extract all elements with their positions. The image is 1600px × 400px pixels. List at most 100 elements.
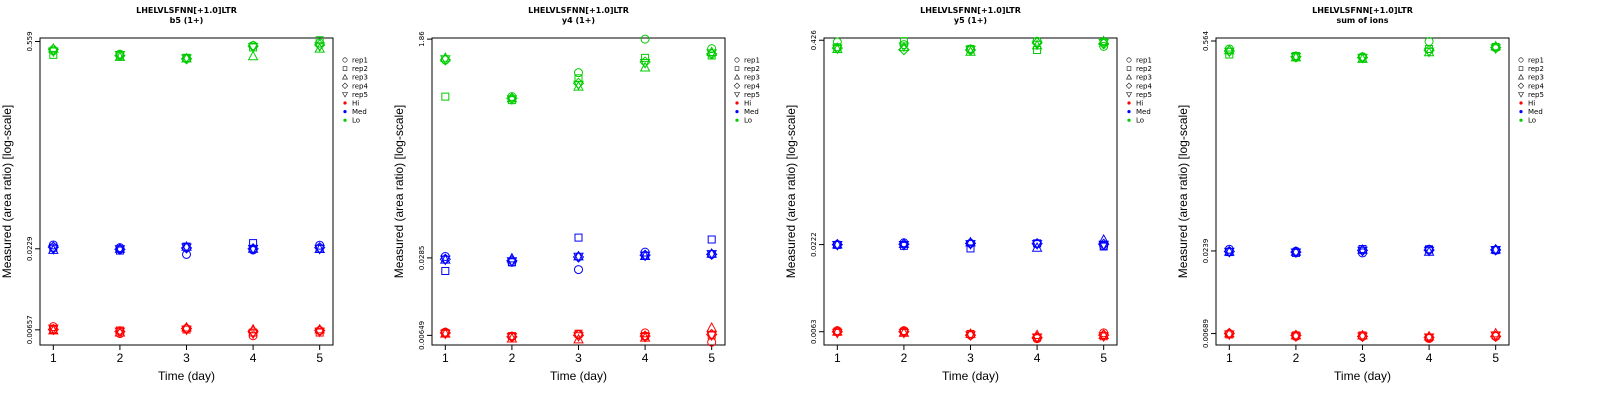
data-point-lo-rep5 — [1098, 38, 1110, 49]
data-point-lo-rep3 — [181, 52, 192, 63]
data-point-hi-rep3 — [1098, 329, 1110, 340]
data-point-med-rep5 — [898, 241, 910, 251]
legend-label-rep2: rep2 — [1136, 65, 1152, 73]
data-point-lo-rep5 — [506, 95, 518, 106]
legend-marker-rep4 — [341, 82, 349, 89]
legend-marker-rep1 — [342, 57, 348, 63]
data-point-med-rep5 — [47, 245, 59, 255]
legend-label-rep3: rep3 — [352, 74, 368, 82]
y-tick-label: 0.0285 — [418, 246, 426, 271]
legend-label-hi: Hi — [744, 100, 751, 108]
data-point-hi-rep5 — [1098, 332, 1110, 343]
data-point-lo-rep5 — [1290, 52, 1302, 63]
legend-marker-rep4 — [733, 82, 741, 89]
chart-title: LHELVLSFNN[+1.0]LTR — [1312, 6, 1413, 15]
legend-marker-rep4 — [1517, 82, 1525, 89]
data-point-hi-rep5 — [1423, 333, 1435, 344]
data-point-hi-rep5 — [1290, 332, 1302, 343]
legend-label-rep4: rep4 — [1528, 82, 1544, 90]
data-point-lo-rep5 — [706, 49, 718, 60]
legend-dot-hi — [1519, 101, 1523, 105]
data-point-med-rep3 — [898, 238, 910, 248]
legend-label-rep5: rep5 — [744, 91, 760, 99]
data-point-med-rep2 — [574, 233, 583, 242]
data-point-hi-rep5 — [639, 333, 651, 343]
data-point-med-rep5 — [114, 245, 126, 255]
plot-frame — [1215, 37, 1510, 346]
data-point-med-rep3 — [831, 238, 843, 249]
legend-dot-lo — [735, 118, 739, 122]
data-point-med-rep5 — [1223, 247, 1235, 258]
data-point-med-rep1 — [966, 238, 975, 248]
data-point-med-rep3 — [247, 242, 259, 253]
legend-label-med: Med — [1528, 108, 1543, 116]
legend-marker-rep1 — [734, 57, 740, 63]
legend-dot-lo — [1519, 118, 1523, 122]
data-point-lo-rep5 — [1031, 40, 1043, 51]
legend-label-rep1: rep1 — [1136, 57, 1152, 65]
data-point-med-rep3 — [1290, 245, 1302, 256]
x-axis-label: Time (day) — [1334, 369, 1391, 383]
legend-marker-rep4 — [1125, 82, 1133, 89]
data-point-hi-rep5 — [831, 328, 843, 339]
data-point-med-rep3 — [181, 241, 192, 251]
data-point-lo-rep3 — [506, 92, 518, 103]
data-point-hi-rep5 — [1490, 331, 1502, 342]
y-tick-label: 1.86 — [418, 31, 426, 47]
legend-label-rep4: rep4 — [352, 82, 368, 90]
data-point-lo-rep1 — [640, 34, 650, 44]
legend-label-rep1: rep1 — [352, 57, 368, 65]
x-tick-label: 2 — [901, 351, 908, 365]
data-point-lo-rep1 — [574, 68, 583, 78]
chart-subtitle: y5 (1+) — [954, 16, 987, 25]
y-axis-label: Measured (area ratio) [log-scale] — [392, 105, 406, 278]
data-point-hi-rep5 — [898, 328, 910, 339]
chart-subtitle: sum of ions — [1336, 16, 1388, 25]
x-axis-label: Time (day) — [942, 369, 999, 383]
data-point-med-rep2 — [707, 235, 716, 244]
data-point-lo-rep1 — [707, 44, 717, 54]
x-tick-label: 4 — [250, 351, 257, 365]
legend-label-hi: Hi — [1528, 100, 1535, 108]
data-point-med-rep5 — [1031, 240, 1043, 250]
data-point-hi-rep5 — [314, 327, 326, 338]
data-point-med-rep5 — [439, 255, 451, 266]
data-point-med-rep5 — [1490, 245, 1502, 256]
data-point-med-rep5 — [314, 244, 326, 255]
data-points — [831, 35, 1110, 344]
data-point-med-rep5 — [1098, 240, 1110, 251]
legend-label-rep4: rep4 — [744, 82, 760, 90]
data-point-med-rep2 — [966, 244, 975, 253]
data-point-med-rep3 — [1098, 233, 1110, 244]
x-tick-label: 5 — [1492, 351, 1499, 365]
data-point-med-rep2 — [441, 266, 450, 275]
x-tick-label: 5 — [708, 351, 715, 365]
data-point-med-rep3 — [573, 250, 584, 261]
chart-title: LHELVLSFNN[+1.0]LTR — [136, 6, 237, 15]
legend-label-rep5: rep5 — [1528, 91, 1544, 99]
legend-label-rep5: rep5 — [352, 91, 368, 99]
data-point-hi-rep3 — [314, 323, 326, 334]
y-tick-label: 0.0222 — [810, 232, 818, 256]
data-point-lo-rep5 — [181, 54, 192, 65]
data-point-lo-rep3 — [1223, 44, 1235, 55]
y-axis-label: Measured (area ratio) [log-scale] — [1176, 105, 1190, 278]
y-tick-label: 0.0239 — [1202, 239, 1210, 264]
legend-marker-rep2 — [1518, 66, 1524, 71]
data-point-lo-rep5 — [1223, 47, 1235, 58]
data-point-lo-rep2 — [641, 53, 650, 62]
y-tick-label: 0.00649 — [418, 321, 426, 350]
legend-marker-rep1 — [1518, 57, 1524, 63]
legend-label-rep2: rep2 — [744, 65, 760, 73]
data-point-med-rep5 — [831, 241, 843, 251]
data-point-lo-rep2 — [1033, 45, 1042, 54]
data-point-lo-rep5 — [965, 45, 976, 56]
data-point-hi-rep5 — [506, 333, 518, 343]
data-point-hi-rep3 — [573, 333, 584, 344]
data-point-lo-rep5 — [898, 42, 910, 53]
data-point-lo-rep5 — [247, 42, 259, 53]
